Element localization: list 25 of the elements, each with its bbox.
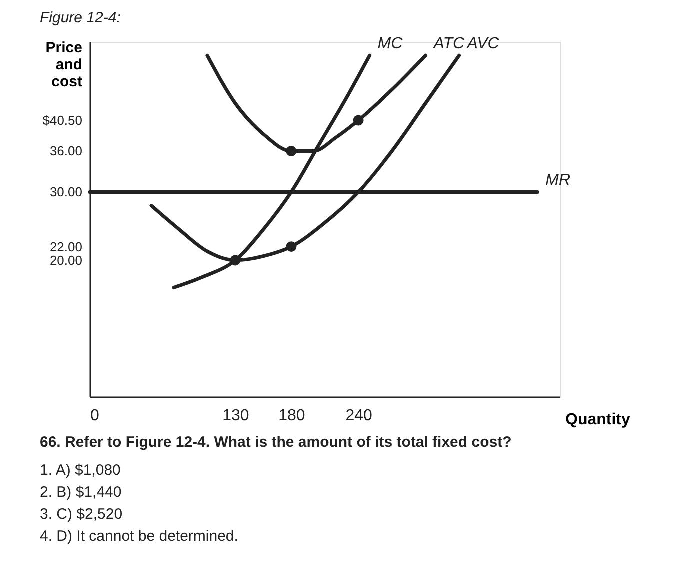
text: 1. A) $1,080 <box>40 462 121 479</box>
x-tick-label: 240 <box>346 408 373 424</box>
y-tick-label: 36.00 <box>50 144 82 159</box>
text: 66. Refer to Figure 12-4. What is the amount of its total fixed cost? <box>40 434 512 451</box>
y-tick-label: $40.50 <box>42 113 82 128</box>
series-label: MC <box>378 36 404 53</box>
x-tick-label: 0 <box>90 408 100 424</box>
y-tick-label: 22.00 <box>50 239 82 254</box>
point <box>286 146 297 156</box>
chart-title: Figure 12-4: <box>40 10 121 27</box>
text: 2. B) $1,440 <box>40 484 122 501</box>
y-tick-label: 20.00 <box>50 252 82 268</box>
text: 3. C) $2,520 <box>40 506 123 523</box>
point <box>230 255 241 266</box>
y-axis-title: Price and cost <box>46 40 83 90</box>
x-tick-label: 130 <box>222 408 250 424</box>
point <box>353 115 364 126</box>
x-tick-label: 180 <box>278 408 306 424</box>
series-label: AVC <box>466 36 500 53</box>
text: 4. D) It cannot be determined. <box>40 528 238 545</box>
series-label: MR <box>546 172 571 190</box>
point <box>286 242 297 252</box>
x-axis-title: Quantity <box>566 412 630 428</box>
y-tick-label: 30.00 <box>50 184 82 200</box>
series-label: ATC <box>432 36 465 53</box>
